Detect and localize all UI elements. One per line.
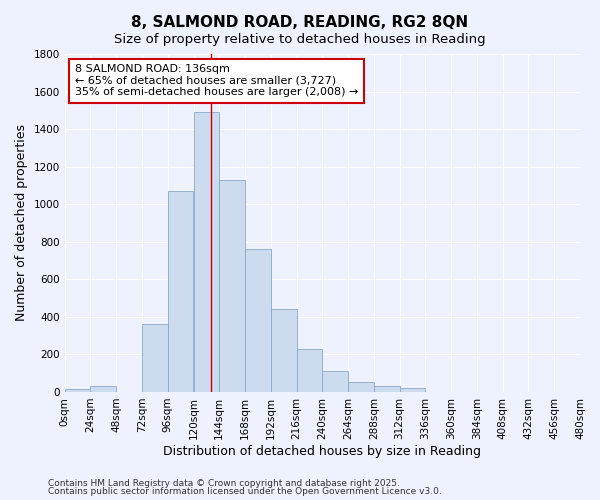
Bar bbox=[271, 310, 296, 392]
Bar bbox=[142, 324, 168, 392]
Text: Size of property relative to detached houses in Reading: Size of property relative to detached ho… bbox=[114, 32, 486, 46]
Bar bbox=[348, 382, 374, 392]
Bar bbox=[400, 388, 425, 392]
Bar bbox=[193, 112, 219, 392]
X-axis label: Distribution of detached houses by size in Reading: Distribution of detached houses by size … bbox=[163, 444, 481, 458]
Text: Contains public sector information licensed under the Open Government Licence v3: Contains public sector information licen… bbox=[48, 487, 442, 496]
Text: 8, SALMOND ROAD, READING, RG2 8QN: 8, SALMOND ROAD, READING, RG2 8QN bbox=[131, 15, 469, 30]
Bar bbox=[245, 250, 271, 392]
Y-axis label: Number of detached properties: Number of detached properties bbox=[15, 124, 28, 322]
Bar bbox=[219, 180, 245, 392]
Bar bbox=[296, 349, 322, 392]
Text: 8 SALMOND ROAD: 136sqm
← 65% of detached houses are smaller (3,727)
35% of semi-: 8 SALMOND ROAD: 136sqm ← 65% of detached… bbox=[75, 64, 358, 98]
Bar bbox=[168, 191, 193, 392]
Bar bbox=[65, 389, 91, 392]
Bar bbox=[322, 372, 348, 392]
Bar bbox=[374, 386, 400, 392]
Bar bbox=[91, 386, 116, 392]
Text: Contains HM Land Registry data © Crown copyright and database right 2025.: Contains HM Land Registry data © Crown c… bbox=[48, 479, 400, 488]
